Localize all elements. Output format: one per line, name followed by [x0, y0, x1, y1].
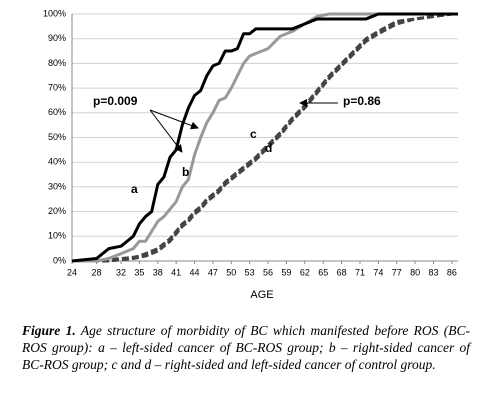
line-label: b: [182, 165, 189, 179]
x-tick-label: 41: [171, 267, 181, 277]
line: [72, 12, 458, 263]
line: [72, 12, 458, 263]
caption-label: Figure 1.: [22, 323, 76, 338]
y-tick-label: 30%: [48, 181, 66, 191]
y-tick-label: 40%: [48, 157, 66, 167]
y-tick-label: 10%: [48, 231, 66, 241]
x-tick-label: 68: [337, 267, 347, 277]
arrow: [149, 109, 183, 153]
y-tick-label: 70%: [48, 82, 66, 92]
line-label: d: [265, 141, 272, 155]
line-label: c: [250, 127, 257, 141]
y-tick-label: 80%: [48, 58, 66, 68]
x-tick-label: 86: [447, 267, 457, 277]
x-tick-label: 77: [392, 267, 402, 277]
x-axis-label: AGE: [250, 289, 273, 301]
y-tick-label: 60%: [48, 107, 66, 117]
x-tick-label: 35: [134, 267, 144, 277]
x-tick-label: 47: [208, 267, 218, 277]
caption-text: Age structure of morbidity of BC which m…: [22, 323, 470, 372]
x-tick-label: 62: [300, 267, 310, 277]
x-tick-label: 50: [226, 267, 236, 277]
x-tick-label: 32: [116, 267, 126, 277]
x-tick-label: 44: [190, 267, 200, 277]
y-tick-label: 90%: [48, 33, 66, 43]
x-tick-label: 53: [245, 267, 255, 277]
x-tick-label: 38: [153, 267, 163, 277]
x-tick-label: 59: [281, 267, 291, 277]
x-tick-label: 71: [355, 267, 365, 277]
chart: 100% 90% 80% 70% 60% 50% 40% 30% 20% 10% 0% 86 83 80 7…: [43, 8, 458, 301]
y-tick-label: 100%: [43, 8, 66, 18]
line: [72, 12, 458, 263]
x-tick-label: 83: [428, 267, 438, 277]
line: [71, 12, 458, 263]
y-tick-label: 0%: [53, 255, 66, 265]
arrow: [149, 109, 199, 130]
line-label: a: [131, 182, 138, 196]
caption: Figure 1. Age structure of morbidity of …: [22, 322, 470, 373]
x-tick-label: 56: [263, 267, 273, 277]
y-tick-label: 50%: [48, 132, 66, 142]
annotation: p=0.86: [343, 94, 381, 108]
x-tick-label: 24: [67, 267, 77, 277]
x-tick-label: 28: [92, 267, 102, 277]
y-tick-label: 20%: [48, 206, 66, 216]
annotation: p=0.009: [93, 94, 138, 108]
x-tick-label: 74: [373, 267, 383, 277]
x-tick-label: 65: [318, 267, 328, 277]
x-tick-label: 80: [410, 267, 420, 277]
